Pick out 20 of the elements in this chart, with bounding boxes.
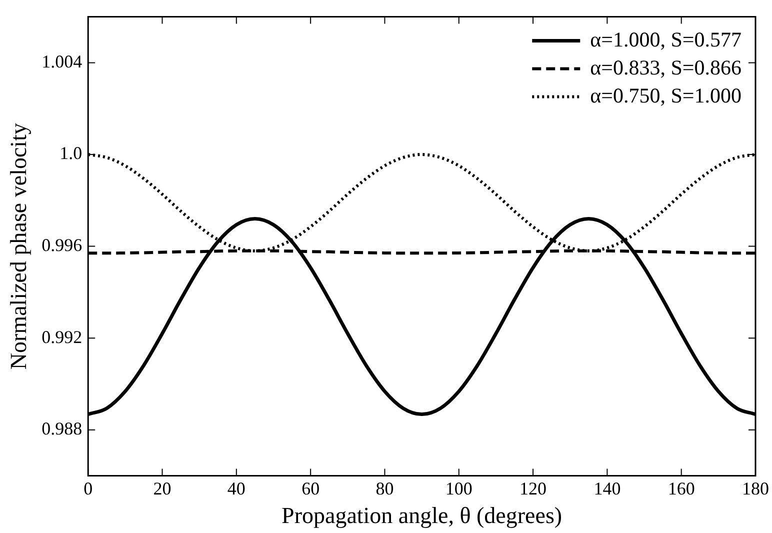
y-tick-label: 0.988 <box>42 418 82 439</box>
x-axis-title: Propagation angle, θ (degrees) <box>282 503 562 528</box>
x-tick-label: 140 <box>594 478 621 498</box>
legend-label: α=0.833, S=0.866 <box>590 55 742 80</box>
x-tick-label: 0 <box>84 478 93 498</box>
legend-label: α=0.750, S=1.000 <box>590 83 742 108</box>
x-tick-label: 60 <box>302 478 320 498</box>
y-tick-label: 1.0 <box>60 143 82 164</box>
x-tick-label: 80 <box>376 478 394 498</box>
x-tick-label: 20 <box>153 478 172 498</box>
x-tick-label: 120 <box>520 478 547 498</box>
x-tick-label: 180 <box>742 478 769 498</box>
legend-label: α=1.000, S=0.577 <box>590 27 742 52</box>
y-axis-title: Normalized phase velocity <box>6 122 31 370</box>
x-tick-label: 160 <box>668 478 695 498</box>
y-tick-label: 0.992 <box>42 326 82 347</box>
x-tick-label: 40 <box>227 478 246 498</box>
y-tick-label: 1.004 <box>42 51 82 72</box>
y-tick-label: 0.996 <box>42 235 82 256</box>
x-tick-label: 100 <box>445 478 472 498</box>
